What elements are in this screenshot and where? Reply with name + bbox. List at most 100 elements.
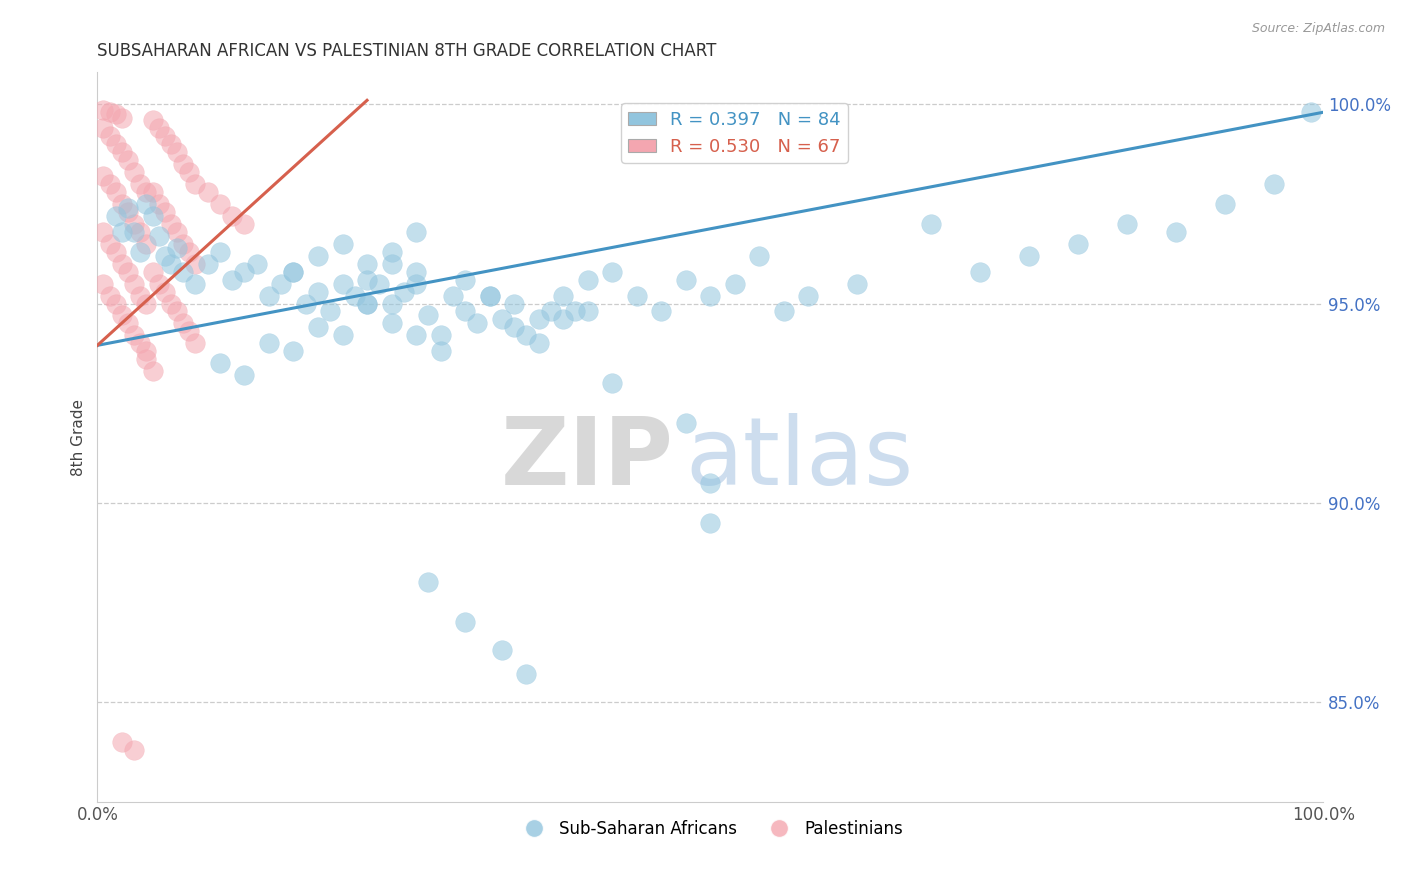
Point — [920, 217, 942, 231]
Point — [141, 185, 163, 199]
Point — [527, 336, 550, 351]
Point — [184, 257, 207, 271]
Point — [172, 236, 194, 251]
Point — [356, 257, 378, 271]
Point — [233, 368, 256, 383]
Point — [148, 228, 170, 243]
Point — [153, 205, 176, 219]
Point — [129, 336, 152, 351]
Point — [246, 257, 269, 271]
Point — [179, 325, 201, 339]
Point — [283, 265, 305, 279]
Point — [122, 743, 145, 757]
Point — [122, 165, 145, 179]
Point — [166, 145, 188, 160]
Point — [454, 304, 477, 318]
Point — [503, 296, 526, 310]
Point — [98, 177, 121, 191]
Point — [117, 265, 139, 279]
Point — [491, 312, 513, 326]
Point — [699, 516, 721, 530]
Point — [564, 304, 586, 318]
Point — [129, 177, 152, 191]
Point — [104, 244, 127, 259]
Point — [1164, 225, 1187, 239]
Point — [141, 113, 163, 128]
Point — [503, 320, 526, 334]
Point — [93, 277, 115, 291]
Point — [1213, 197, 1236, 211]
Point — [454, 272, 477, 286]
Point — [93, 103, 115, 118]
Point — [179, 165, 201, 179]
Point — [208, 356, 231, 370]
Point — [356, 296, 378, 310]
Point — [307, 285, 329, 299]
Point — [184, 336, 207, 351]
Point — [332, 277, 354, 291]
Point — [122, 328, 145, 343]
Point — [576, 304, 599, 318]
Point — [797, 288, 820, 302]
Point — [418, 575, 440, 590]
Point — [160, 257, 183, 271]
Point — [111, 735, 134, 749]
Point — [98, 105, 121, 120]
Point — [1067, 236, 1090, 251]
Point — [699, 475, 721, 490]
Point — [93, 225, 115, 239]
Point — [141, 209, 163, 223]
Point — [122, 277, 145, 291]
Point — [141, 364, 163, 378]
Point — [153, 129, 176, 144]
Y-axis label: 8th Grade: 8th Grade — [72, 399, 86, 475]
Point — [122, 217, 145, 231]
Point — [356, 272, 378, 286]
Point — [650, 304, 672, 318]
Point — [283, 265, 305, 279]
Point — [307, 320, 329, 334]
Point — [117, 317, 139, 331]
Text: Source: ZipAtlas.com: Source: ZipAtlas.com — [1251, 22, 1385, 36]
Point — [257, 336, 280, 351]
Point — [1018, 249, 1040, 263]
Point — [117, 205, 139, 219]
Point — [233, 265, 256, 279]
Point — [283, 344, 305, 359]
Point — [600, 265, 623, 279]
Point — [429, 344, 451, 359]
Point — [104, 137, 127, 152]
Point — [148, 197, 170, 211]
Point — [748, 249, 770, 263]
Point — [405, 328, 427, 343]
Point — [111, 225, 134, 239]
Point — [104, 107, 127, 121]
Point — [135, 236, 157, 251]
Point — [197, 257, 219, 271]
Point — [576, 272, 599, 286]
Point — [356, 296, 378, 310]
Point — [135, 197, 157, 211]
Point — [233, 217, 256, 231]
Point — [257, 288, 280, 302]
Point — [405, 225, 427, 239]
Point — [153, 249, 176, 263]
Point — [135, 296, 157, 310]
Point — [380, 244, 402, 259]
Point — [208, 244, 231, 259]
Point — [1299, 105, 1322, 120]
Point — [153, 285, 176, 299]
Point — [319, 304, 342, 318]
Point — [380, 257, 402, 271]
Point — [117, 153, 139, 167]
Point — [104, 296, 127, 310]
Point — [111, 197, 134, 211]
Text: ZIP: ZIP — [501, 413, 673, 505]
Point — [129, 225, 152, 239]
Point — [294, 296, 316, 310]
Point — [135, 352, 157, 367]
Point — [380, 296, 402, 310]
Point — [699, 288, 721, 302]
Point — [122, 225, 145, 239]
Point — [111, 309, 134, 323]
